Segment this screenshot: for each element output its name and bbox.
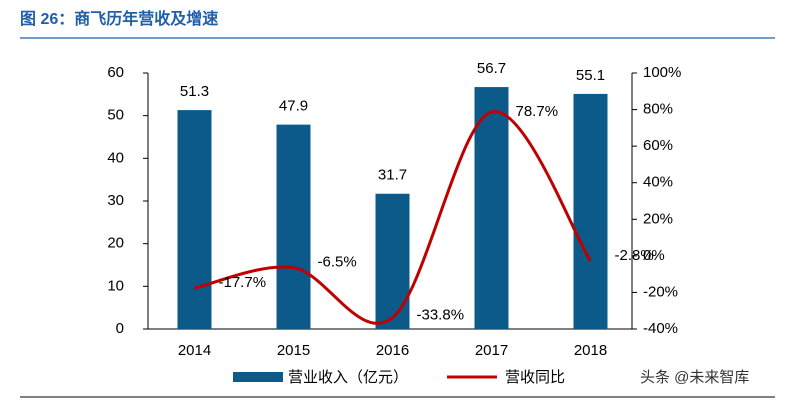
y2-tick-label: -20% (643, 283, 678, 300)
legend-swatch (233, 372, 283, 382)
bar (573, 93, 608, 329)
chart-title: 图 26：商飞历年营收及增速 (20, 9, 218, 28)
y-tick-label: 10 (107, 277, 124, 294)
bar (375, 193, 410, 329)
x-tick-label: 2014 (178, 342, 211, 359)
line (194, 110, 592, 325)
bar-value-label: 51.3 (180, 83, 209, 100)
y2-tick-label: 40% (643, 174, 673, 191)
line-value-label: 78.7% (516, 103, 559, 120)
y2-tick-label: 0% (643, 247, 665, 264)
x-tick-label: 2016 (376, 342, 409, 359)
bar-value-label: 47.9 (279, 98, 308, 115)
source: 头条 @未来智库 (640, 368, 749, 386)
line-value-label: -33.8% (417, 307, 465, 324)
y2-tick-label: 100% (643, 64, 681, 81)
y-tick-label: 0 (116, 320, 124, 337)
y-tick-label: 30 (107, 192, 124, 209)
y2-tick-label: -40% (643, 320, 678, 337)
bar-value-label: 31.7 (378, 167, 407, 184)
x-tick-label: 2015 (277, 342, 310, 359)
bar (177, 110, 212, 330)
y2-tick-label: 20% (643, 210, 673, 227)
legend-label: 营收同比 (505, 369, 565, 386)
y-tick-label: 60 (107, 64, 124, 81)
y-tick-label: 40 (107, 149, 124, 166)
y2-tick-label: 60% (643, 137, 673, 154)
bar-value-label: 56.7 (477, 60, 506, 77)
line-value-label: -6.5% (318, 254, 357, 271)
bar (276, 124, 311, 329)
line-value-label: -2.8% (615, 247, 654, 264)
bar (474, 87, 509, 329)
line-value-label: -17.7% (219, 274, 267, 291)
y-tick-label: 50 (107, 107, 124, 124)
y2-tick-label: 80% (643, 101, 673, 118)
bar-value-label: 55.1 (576, 67, 605, 84)
legend-label: 营业收入（亿元） (288, 369, 408, 386)
x-tick-label: 2018 (574, 342, 607, 359)
x-tick-label: 2017 (475, 342, 508, 359)
y-tick-label: 20 (107, 235, 124, 252)
